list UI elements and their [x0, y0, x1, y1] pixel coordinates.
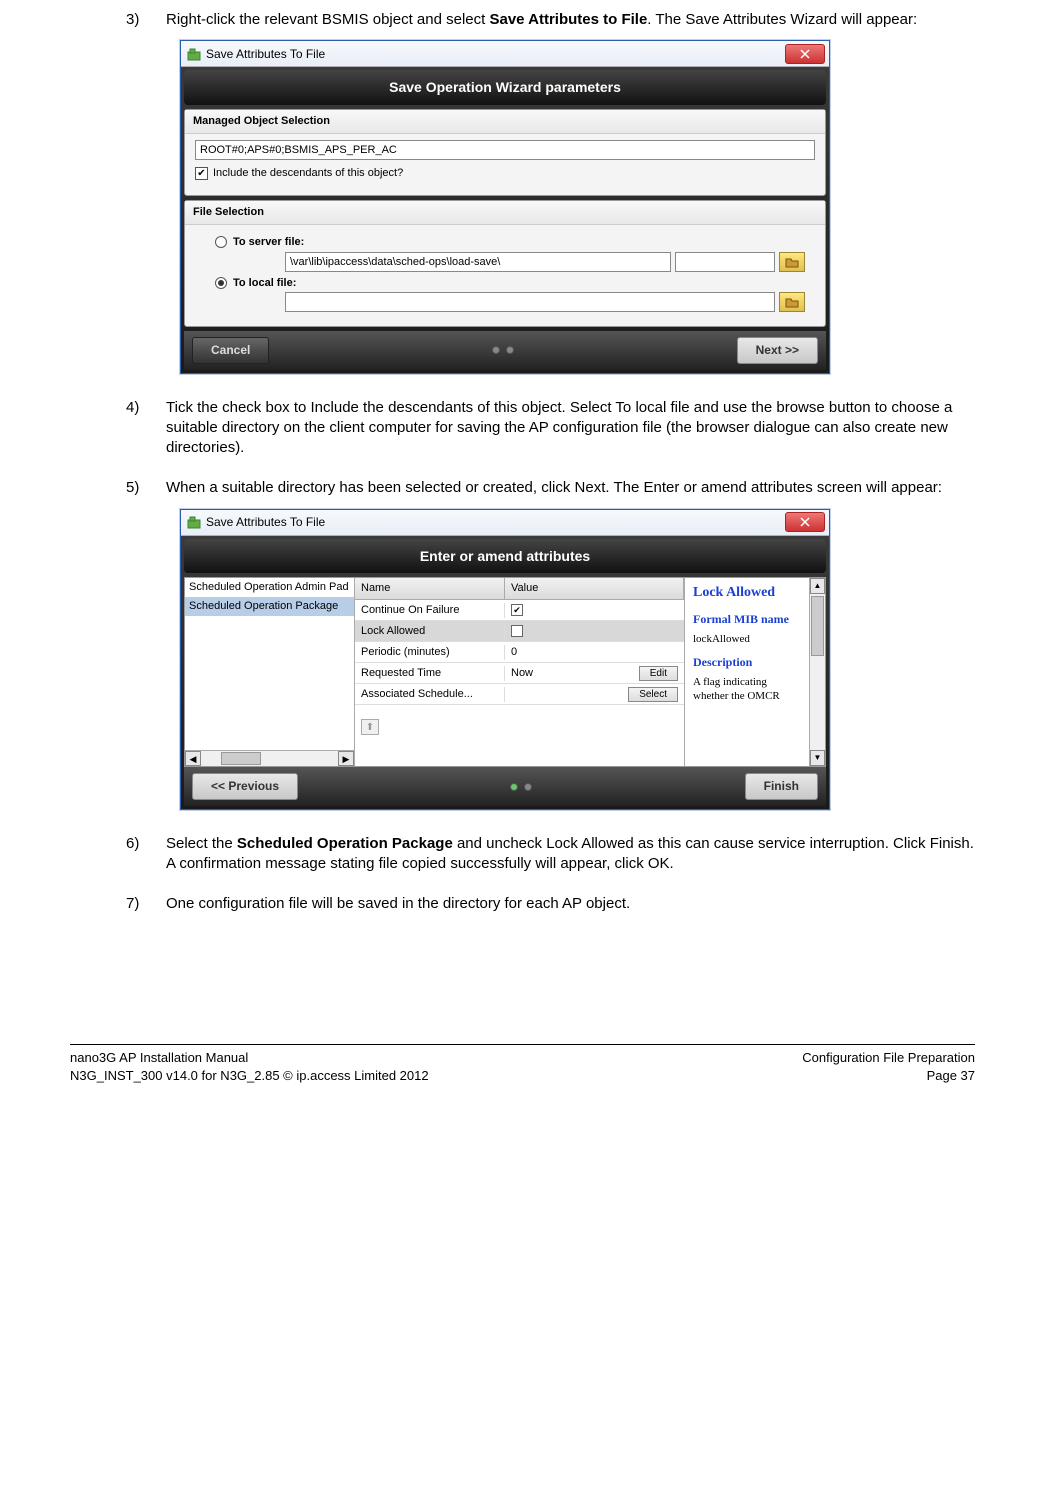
server-path-input[interactable]: \var\lib\ipaccess\data\sched-ops\load-sa…	[285, 252, 671, 272]
panel-title: File Selection	[185, 201, 825, 225]
scroll-right-icon[interactable]: ▶	[338, 751, 354, 766]
col-name: Name	[355, 578, 505, 599]
server-filename-input[interactable]	[675, 252, 775, 272]
help-title: Lock Allowed	[693, 584, 805, 603]
table-row[interactable]: Requested Time NowEdit	[355, 663, 684, 684]
app-icon	[187, 47, 201, 61]
dot	[506, 346, 514, 354]
list-item[interactable]: Scheduled Operation Admin Pad	[185, 578, 354, 597]
step-text: When a suitable directory has been selec…	[166, 478, 975, 498]
progress-dots	[510, 783, 532, 791]
table-row[interactable]: Associated Schedule... Select	[355, 684, 684, 705]
file-selection-panel: File Selection To server file: \var\lib\…	[184, 200, 826, 328]
local-path-input[interactable]	[285, 292, 775, 312]
h-scrollbar[interactable]: ◀ ▶	[185, 750, 354, 766]
step-6: 6) Select the Scheduled Operation Packag…	[126, 834, 975, 875]
step-5: 5) When a suitable directory has been se…	[126, 478, 975, 498]
table-row[interactable]: Lock Allowed	[355, 621, 684, 642]
step-text: Right-click the relevant BSMIS object an…	[166, 10, 975, 30]
wizard-header: Save Operation Wizard parameters	[184, 70, 826, 105]
include-descendants-checkbox[interactable]: ✔	[195, 167, 208, 180]
attributes-grid: Name Value Continue On Failure ✔ Lock Al…	[355, 578, 685, 766]
table-row[interactable]: Periodic (minutes) 0	[355, 642, 684, 663]
managed-object-panel: Managed Object Selection ✔ Include the d…	[184, 109, 826, 196]
titlebar: Save Attributes To File	[181, 510, 829, 536]
scroll-down-icon[interactable]: ▼	[810, 750, 825, 766]
footer-title: nano3G AP Installation Manual	[70, 1049, 429, 1067]
step-num: 3)	[126, 10, 166, 30]
dot	[492, 346, 500, 354]
close-button[interactable]	[785, 44, 825, 64]
footer-page: Page 37	[802, 1067, 975, 1085]
server-file-label: To server file:	[233, 235, 304, 250]
col-value: Value	[505, 578, 684, 599]
page-footer: nano3G AP Installation Manual N3G_INST_3…	[70, 1044, 975, 1084]
previous-button[interactable]: << Previous	[192, 773, 298, 799]
local-file-radio[interactable]	[215, 277, 227, 289]
step-3: 3) Right-click the relevant BSMIS object…	[126, 10, 975, 30]
titlebar: Save Attributes To File	[181, 41, 829, 67]
help-mib: lockAllowed	[693, 632, 805, 647]
dialog-title: Save Attributes To File	[206, 46, 325, 62]
finish-button[interactable]: Finish	[745, 773, 818, 799]
continue-checkbox[interactable]: ✔	[511, 604, 523, 616]
wizard-header: Enter or amend attributes	[184, 539, 826, 574]
panel-title: Managed Object Selection	[185, 110, 825, 134]
scroll-left-icon[interactable]: ◀	[185, 751, 201, 766]
help-desc-title: Description	[693, 654, 805, 670]
table-row[interactable]: Continue On Failure ✔	[355, 600, 684, 621]
scroll-up-icon[interactable]: ▲	[810, 578, 825, 594]
next-button[interactable]: Next >>	[737, 337, 818, 363]
include-descendants-label: Include the descendants of this object?	[213, 166, 403, 181]
dot	[510, 783, 518, 791]
list-item[interactable]: Scheduled Operation Package	[185, 597, 354, 616]
step-num: 4)	[126, 398, 166, 459]
object-path-input[interactable]	[195, 140, 815, 160]
step-text: Select the Scheduled Operation Package a…	[166, 834, 975, 875]
browse-local-button[interactable]	[779, 292, 805, 312]
scroll-thumb[interactable]	[221, 752, 261, 765]
scroll-thumb[interactable]	[811, 596, 824, 656]
dialog-footer: Cancel Next >>	[184, 331, 826, 369]
app-icon	[187, 515, 201, 529]
select-button[interactable]: Select	[628, 687, 678, 702]
dialog-title: Save Attributes To File	[206, 514, 325, 530]
step-num: 7)	[126, 894, 166, 914]
step-num: 6)	[126, 834, 166, 875]
help-panel: Lock Allowed Formal MIB name lockAllowed…	[685, 578, 825, 766]
lock-allowed-checkbox[interactable]	[511, 625, 523, 637]
save-attributes-dialog-2: Save Attributes To File Enter or amend a…	[180, 509, 830, 810]
server-file-radio[interactable]	[215, 236, 227, 248]
dot	[524, 783, 532, 791]
browse-server-button[interactable]	[779, 252, 805, 272]
help-subtitle: Formal MIB name	[693, 611, 805, 627]
save-attributes-dialog-1: Save Attributes To File Save Operation W…	[180, 40, 830, 373]
edit-button[interactable]: Edit	[639, 666, 678, 681]
step-num: 5)	[126, 478, 166, 498]
progress-dots	[492, 346, 514, 354]
step-text: Tick the check box to Include the descen…	[166, 398, 975, 459]
close-button[interactable]	[785, 512, 825, 532]
up-folder-icon[interactable]: ⬆	[361, 719, 379, 735]
step-text: One configuration file will be saved in …	[166, 894, 975, 914]
step-7: 7) One configuration file will be saved …	[126, 894, 975, 914]
footer-version: N3G_INST_300 v14.0 for N3G_2.85 © ip.acc…	[70, 1067, 429, 1085]
local-file-label: To local file:	[233, 276, 296, 291]
step-4: 4) Tick the check box to Include the des…	[126, 398, 975, 459]
left-list: Scheduled Operation Admin Pad Scheduled …	[185, 578, 355, 766]
dialog-footer: << Previous Finish	[184, 767, 826, 805]
cancel-button[interactable]: Cancel	[192, 337, 269, 363]
v-scrollbar[interactable]: ▲ ▼	[809, 578, 825, 766]
help-desc: A flag indicating whether the OMCR	[693, 675, 805, 705]
footer-section: Configuration File Preparation	[802, 1049, 975, 1067]
